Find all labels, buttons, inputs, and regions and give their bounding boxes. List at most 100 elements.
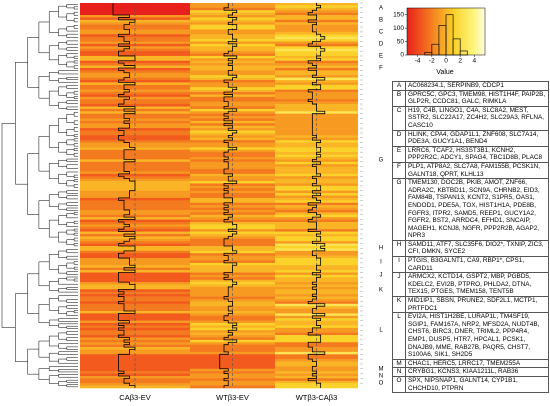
heat-cell — [275, 339, 358, 343]
heat-cell — [275, 116, 358, 119]
dendrogram-link — [66, 207, 78, 211]
heat-cell — [190, 176, 275, 179]
dendrogram-link — [73, 127, 78, 132]
heat-cell — [275, 84, 358, 88]
trace-line — [112, 3, 136, 388]
dendrogram-link — [66, 229, 75, 235]
heat-cell — [80, 209, 190, 213]
column-label: WTβ3-CAβ3 — [296, 393, 338, 402]
heat-cell — [275, 46, 358, 50]
heat-cell — [80, 144, 190, 148]
dendrogram-link — [38, 200, 50, 229]
heat-cell — [275, 241, 358, 244]
heat-cell — [275, 311, 358, 314]
dendrogram-link — [27, 37, 39, 88]
heat-cell — [190, 241, 275, 244]
trace-line — [307, 3, 326, 388]
dendrogram-link — [58, 203, 67, 210]
key-x-tick-label: 2 — [458, 58, 462, 65]
heat-cell — [80, 10, 190, 13]
key-x-label: Value — [436, 69, 453, 76]
heat-cell — [190, 250, 275, 254]
heat-cell — [190, 166, 275, 170]
heat-cell — [190, 260, 275, 264]
cluster-letter: H — [379, 246, 383, 252]
dendrogram-link — [66, 139, 75, 146]
dendrogram-link — [73, 266, 78, 270]
dendrogram-link — [38, 76, 50, 99]
dendrogram-link — [66, 106, 78, 110]
heat-cell — [80, 296, 190, 300]
dendrogram-link — [58, 351, 78, 355]
dendrogram-link — [66, 287, 78, 290]
dendrogram-link — [48, 45, 59, 61]
heat-cell — [275, 325, 358, 329]
dendrogram-link — [58, 250, 67, 258]
cluster-row: C H19, C4B, LINGO1, C4A, SLC8A2, MEST, SS… — [392, 105, 549, 131]
cluster-id: B — [392, 89, 406, 107]
heat-cell — [80, 320, 190, 324]
heat-cell — [80, 200, 190, 204]
heat-cell — [275, 246, 358, 249]
heat-cell — [190, 84, 275, 88]
dendrogram-link — [73, 174, 78, 179]
heat-cell — [275, 260, 358, 264]
key-y-tick-label: 100 — [393, 25, 404, 32]
cluster-row: L EVI2A, HIST1H2BE, LURAP1L, TM4SF19, SGI… — [392, 312, 549, 360]
heat-cell — [80, 255, 190, 259]
heat-cell — [80, 24, 190, 28]
dendrogram-link — [66, 113, 75, 123]
cluster-table: A AC068234.1, SERPINB9, CDCP1 B GPRC5C, GPC… — [392, 81, 549, 394]
dendrogram-link — [66, 299, 78, 303]
heat-cell — [190, 185, 275, 189]
dendrogram-link — [66, 61, 75, 68]
heat-cell — [190, 366, 275, 370]
cluster-row: E LRRC6, TCAF2, HS3ST3B1, KCNH2, PPP2R2C,… — [392, 145, 549, 163]
heat-cell — [275, 5, 358, 9]
dendrogram-link — [66, 331, 78, 335]
dendrogram-link — [48, 352, 59, 362]
heat-cell — [80, 70, 190, 74]
heat-cell — [190, 135, 275, 139]
dendrogram-link — [73, 91, 78, 95]
gene-list: MID1IP1, SBSN, PRUNE2, SDF2L1, MCTP1, PR… — [405, 296, 549, 314]
dendrogram-link — [66, 26, 78, 32]
dendrogram-link — [73, 278, 78, 282]
dendrogram-link — [66, 164, 78, 169]
column-label: CAβ3-EV — [119, 393, 150, 402]
column-label: WTβ3-EV — [216, 393, 249, 402]
dendrogram-link — [66, 357, 78, 361]
heat-cell — [275, 120, 358, 124]
cluster-letter: M — [379, 367, 384, 373]
cluster-letter: N — [379, 374, 383, 380]
dendrogram-link — [38, 136, 50, 172]
heat-cell — [190, 70, 275, 74]
dendrogram-link — [58, 28, 67, 37]
dendrogram-link — [38, 368, 50, 380]
dendrogram-link — [48, 254, 59, 270]
dendrogram-link — [58, 318, 78, 322]
dendrogram-link — [66, 4, 78, 9]
dendrogram-link — [58, 101, 67, 109]
heat-cell — [275, 51, 358, 54]
heat-cell — [275, 185, 358, 189]
heat-cell — [275, 140, 358, 143]
heat-cell — [275, 195, 358, 199]
cluster-row: D HLINK, CPA4, GDAP1L1, ZNF608, SLC7A14, … — [392, 129, 549, 147]
dendrogram-link — [66, 325, 78, 329]
dendrogram-link — [73, 60, 78, 64]
heat-cell — [80, 339, 190, 343]
dendrogram-link — [38, 261, 50, 287]
dendrogram-link — [73, 6, 78, 10]
heat-cell — [275, 149, 358, 153]
dendrogram-link — [73, 120, 78, 125]
heat-cell — [190, 380, 275, 384]
cluster-row: I PTGIS, B3GALNT1, CA9, RBP1*, CPS1, CARD… — [392, 256, 549, 274]
heat-cell — [80, 75, 190, 78]
cluster-letter: F — [379, 66, 383, 72]
dendrogram-link — [58, 323, 78, 328]
heat-cell — [80, 366, 190, 370]
dendrogram-link — [73, 96, 78, 99]
dendrogram-link — [27, 348, 39, 375]
cluster-row: O SPX, NIPSNAP1, GALNT14, CYP1B1, CHCHD10… — [392, 375, 549, 394]
